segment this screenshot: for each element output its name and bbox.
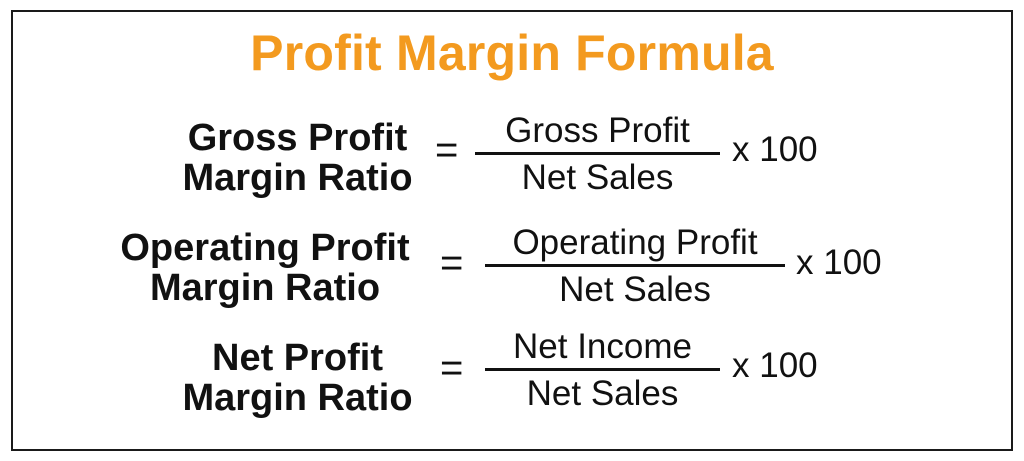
gross-profit-denominator: Net Sales xyxy=(521,158,674,197)
operating-profit-denominator: Net Sales xyxy=(559,270,711,309)
formula-card xyxy=(11,10,1013,451)
net-profit-denominator: Net Sales xyxy=(526,374,679,413)
net-profit-label-line1: Net Profit xyxy=(212,337,383,379)
net-profit-label-line2: Margin Ratio xyxy=(182,377,413,419)
net-profit-multiplier: x 100 xyxy=(732,346,818,385)
operating-profit-label: Operating Profit Margin Ratio xyxy=(100,228,430,308)
net-profit-numerator: Net Income xyxy=(513,327,692,366)
gross-profit-label: Gross Profit Margin Ratio xyxy=(170,118,425,198)
operating-profit-label-line1: Operating Profit xyxy=(120,227,410,269)
operating-profit-fraction-bar xyxy=(485,264,785,267)
gross-profit-numerator: Gross Profit xyxy=(505,111,690,150)
gross-profit-label-line1: Gross Profit xyxy=(187,117,408,159)
gross-profit-multiplier: x 100 xyxy=(732,130,818,169)
net-profit-equals-sign: = xyxy=(440,346,464,390)
gross-profit-equals-sign: = xyxy=(435,128,459,172)
gross-profit-label-line2: Margin Ratio xyxy=(182,157,413,199)
net-profit-fraction-bar xyxy=(485,368,720,371)
net-profit-label: Net Profit Margin Ratio xyxy=(170,338,425,418)
page-title: Profit Margin Formula xyxy=(250,25,774,81)
operating-profit-equals-sign: = xyxy=(440,241,464,285)
operating-profit-multiplier: x 100 xyxy=(796,243,882,282)
operating-profit-label-line2: Margin Ratio xyxy=(149,267,381,309)
operating-profit-numerator: Operating Profit xyxy=(512,223,758,262)
gross-profit-fraction-bar xyxy=(475,152,720,155)
net-profit-fraction: Net Income Net Sales xyxy=(485,328,720,413)
operating-profit-fraction: Operating Profit Net Sales xyxy=(485,224,785,309)
gross-profit-fraction: Gross Profit Net Sales xyxy=(475,112,720,197)
